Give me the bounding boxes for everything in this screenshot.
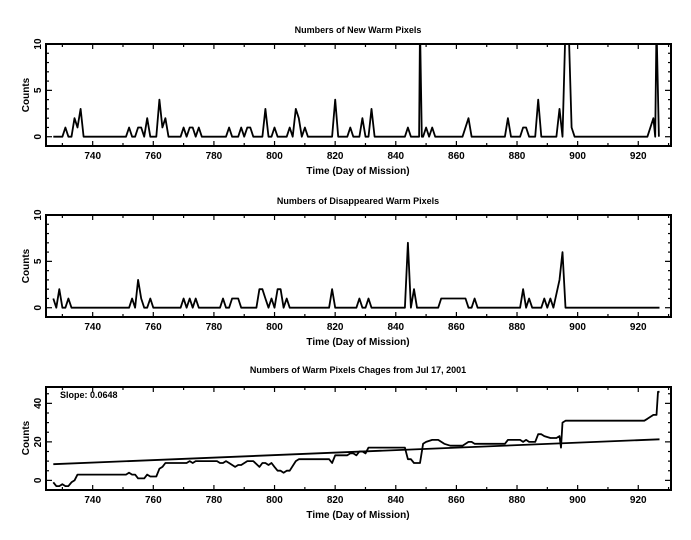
x-tick-label: 880	[509, 322, 526, 333]
panel-new-warm-pixels: Numbers of New Warm Pixels Time (Day of …	[21, 25, 672, 177]
chart-title: Numbers of Disappeared Warm Pixels	[277, 196, 439, 206]
y-tick-label: 10	[33, 38, 44, 50]
chart-title: Numbers of New Warm Pixels	[295, 25, 422, 35]
y-tick-label: 20	[33, 436, 44, 448]
x-tick-label: 860	[448, 322, 465, 333]
panel-disappeared-warm-pixels: Numbers of Disappeared Warm Pixels Time …	[21, 196, 672, 348]
plot-frame	[45, 386, 672, 491]
x-tick-label: 900	[569, 151, 586, 162]
x-tick-label: 740	[84, 495, 101, 506]
y-axis-label: Counts	[21, 77, 32, 112]
x-tick-label: 760	[145, 151, 162, 162]
x-tick-label: 880	[509, 495, 526, 506]
y-tick-label: 0	[33, 477, 44, 483]
x-tick-label: 900	[569, 322, 586, 333]
x-tick-label: 820	[327, 322, 344, 333]
series-line-disappeared	[52, 241, 660, 309]
x-tick-label: 880	[509, 151, 526, 162]
x-tick-label: 860	[448, 495, 465, 506]
x-tick-label: 920	[630, 495, 647, 506]
x-axis-label: Time (Day of Mission)	[306, 166, 409, 177]
x-tick-label: 820	[327, 495, 344, 506]
x-axis-label: Time (Day of Mission)	[306, 337, 409, 348]
x-tick-label: 820	[327, 151, 344, 162]
x-tick-label: 740	[84, 322, 101, 333]
plot-frame	[45, 214, 672, 318]
series-line-cumulative	[52, 390, 660, 488]
series-line-new	[53, 44, 660, 138]
chart-title: Numbers of Warm Pixels Chages from Jul 1…	[250, 365, 466, 375]
x-tick-label: 800	[266, 495, 283, 506]
x-axis-label: Time (Day of Mission)	[306, 510, 409, 521]
x-tick-label: 920	[630, 322, 647, 333]
y-tick-label: 40	[33, 397, 44, 409]
y-axis-label: Counts	[21, 248, 32, 283]
x-tick-label: 760	[145, 322, 162, 333]
x-tick-label: 900	[569, 495, 586, 506]
x-tick-label: 860	[448, 151, 465, 162]
x-tick-label: 800	[266, 322, 283, 333]
x-tick-label: 800	[266, 151, 283, 162]
panel-warm-pixel-changes: Numbers of Warm Pixels Chages from Jul 1…	[21, 365, 672, 521]
y-axis-label: Counts	[21, 420, 32, 455]
x-tick-label: 740	[84, 151, 101, 162]
x-tick-label: 840	[387, 322, 404, 333]
series-line-linear-fit	[53, 438, 660, 466]
x-tick-label: 840	[387, 151, 404, 162]
x-tick-label: 920	[630, 151, 647, 162]
slope-annotation: Slope: 0.0648	[60, 390, 118, 400]
x-tick-label: 780	[206, 151, 223, 162]
y-tick-label: 0	[33, 305, 44, 311]
x-tick-label: 760	[145, 495, 162, 506]
y-tick-label: 0	[33, 134, 44, 140]
plot-frame	[45, 43, 672, 147]
y-tick-label: 10	[33, 209, 44, 221]
x-tick-label: 780	[206, 495, 223, 506]
y-tick-label: 5	[33, 258, 44, 264]
x-tick-label: 840	[387, 495, 404, 506]
x-tick-label: 780	[206, 322, 223, 333]
y-tick-label: 5	[33, 87, 44, 93]
